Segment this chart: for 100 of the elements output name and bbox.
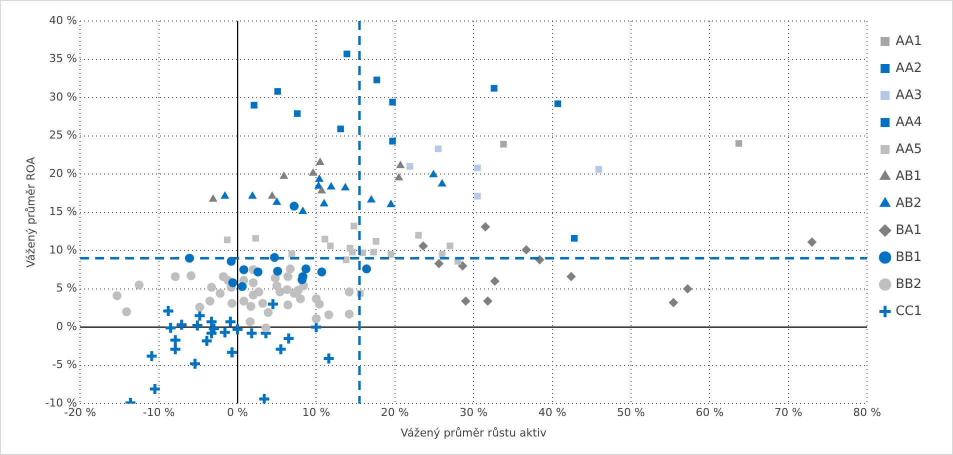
point [373, 76, 380, 84]
point [500, 140, 507, 148]
point [290, 202, 299, 211]
legend-label: AA5 [896, 142, 922, 157]
point [205, 296, 214, 306]
point [188, 357, 202, 370]
legend-label: AA1 [896, 34, 922, 49]
point [309, 168, 318, 176]
point [245, 326, 258, 340]
point [193, 309, 206, 322]
x-axis-title: Vážený průměr růstu aktiv [400, 426, 548, 440]
y-tick-label: 40 % [49, 14, 78, 27]
point [362, 264, 372, 274]
point [372, 238, 380, 245]
point [735, 140, 742, 147]
point [190, 319, 204, 332]
point [415, 232, 422, 239]
point [294, 110, 301, 117]
point [322, 236, 328, 242]
point [554, 100, 562, 107]
point [387, 200, 395, 208]
point [438, 251, 446, 258]
point [394, 173, 403, 180]
y-axis-title: Vážený průměr ROA [24, 156, 38, 268]
point [344, 310, 354, 319]
legend-label: AB2 [896, 196, 922, 211]
y-tick-label: 15 % [49, 205, 78, 218]
point [310, 320, 323, 334]
point [280, 172, 288, 179]
point [683, 284, 692, 294]
legend-label: BB1 [896, 250, 922, 265]
point [480, 222, 490, 232]
point [252, 234, 259, 242]
point [216, 288, 225, 298]
point [239, 265, 248, 274]
x-tick-label: 70 % [774, 406, 802, 420]
point [268, 192, 276, 199]
point [282, 285, 292, 294]
point [200, 334, 214, 348]
point [458, 261, 468, 270]
point [258, 392, 271, 404]
point [370, 248, 377, 256]
point [349, 248, 356, 256]
point [239, 296, 248, 306]
legend-label: AA4 [896, 114, 922, 130]
point [446, 242, 454, 250]
legend-label: CC1 [896, 304, 922, 319]
point [248, 278, 258, 288]
point [228, 278, 238, 288]
point [327, 182, 336, 190]
point [312, 314, 321, 324]
point [248, 192, 256, 199]
point [474, 164, 481, 172]
point [170, 272, 180, 282]
point [341, 183, 350, 190]
legend-label: BA1 [896, 222, 922, 238]
point [350, 222, 358, 230]
point [807, 238, 816, 247]
point [122, 307, 132, 316]
point [298, 207, 307, 214]
point [282, 332, 296, 346]
point [461, 296, 470, 306]
point [175, 318, 188, 332]
point [286, 264, 295, 274]
point [209, 194, 218, 202]
point [246, 317, 255, 326]
legend-label: AB1 [896, 168, 922, 184]
point [207, 282, 216, 292]
point [474, 192, 481, 200]
point [283, 272, 292, 282]
point [566, 272, 576, 282]
point [318, 186, 326, 194]
point [317, 267, 326, 276]
point [224, 236, 231, 244]
point [595, 166, 602, 173]
point [226, 346, 238, 359]
point [164, 321, 178, 334]
point [246, 302, 256, 311]
y-tick-label: 30 % [49, 90, 78, 104]
point [112, 291, 122, 300]
point [342, 256, 350, 264]
point [283, 300, 292, 310]
y-tick-label: 10 % [49, 243, 78, 256]
point [570, 234, 578, 242]
point [134, 280, 144, 290]
point [337, 126, 344, 132]
point [274, 342, 288, 356]
y-tick-label: 20 % [49, 166, 78, 180]
point [272, 198, 281, 205]
point [250, 102, 258, 108]
legend-label: AA2 [896, 60, 922, 76]
point [273, 266, 282, 276]
point [248, 290, 258, 300]
point [434, 145, 442, 152]
x-tick-label: 10 % [302, 406, 330, 420]
point [438, 179, 446, 186]
point [266, 298, 280, 311]
x-tick-label: 80 % [853, 406, 882, 420]
point [274, 88, 281, 95]
point [429, 170, 438, 178]
